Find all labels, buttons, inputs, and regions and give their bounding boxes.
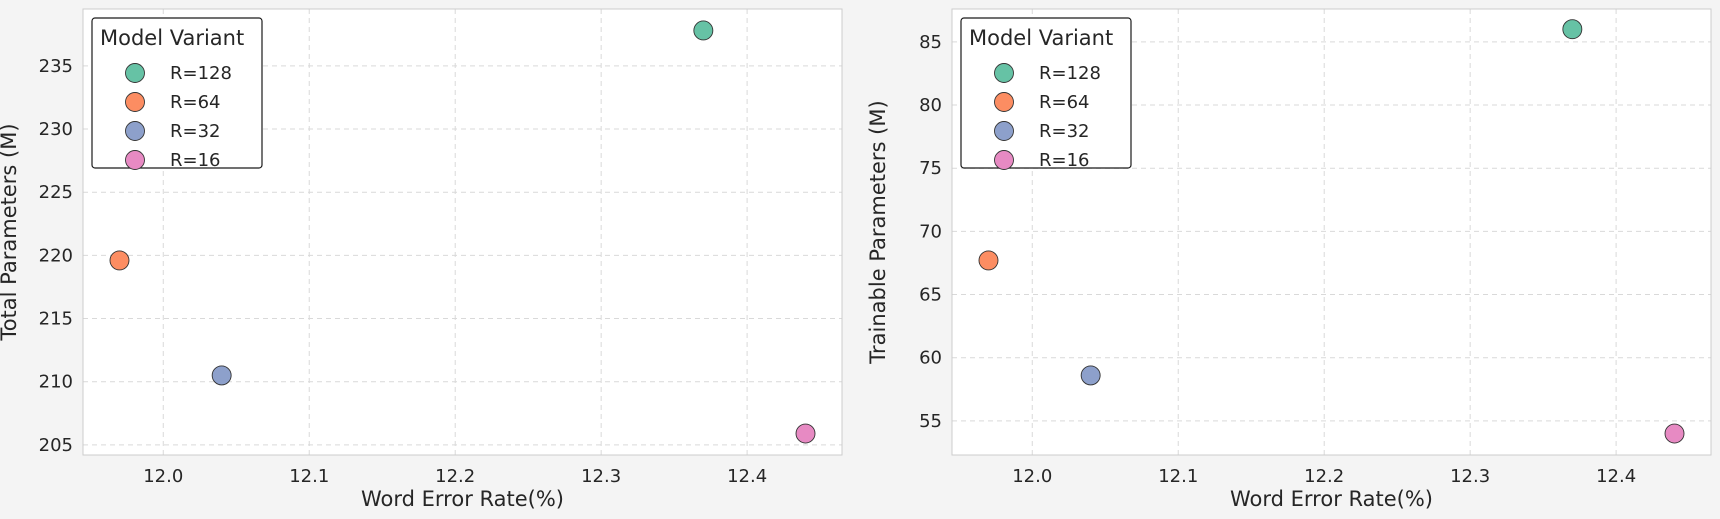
y-tick-label: 85	[919, 32, 942, 53]
data-point-r32	[1080, 365, 1101, 386]
legend-label: R=64	[1039, 92, 1090, 113]
x-tick-label: 12.4	[727, 466, 767, 487]
y-tick-label: 75	[919, 158, 942, 179]
y-tick-label: 220	[39, 245, 73, 266]
chart-panel-1: 12.0 12.1 12.2 12.3 12.4 205 210 215 220 225 230 23…	[0, 8, 843, 511]
y-axis-label: Total Parameters (M)	[0, 123, 21, 341]
legend-title: Model Variant	[969, 26, 1113, 50]
legend-marker	[125, 63, 145, 83]
legend-label: R=32	[170, 121, 221, 142]
legend: Model Variant R=128 R=64 R=32 R=16	[91, 17, 263, 171]
x-tick-label: 12.1	[289, 466, 329, 487]
chart-panel-2: 12.0 12.1 12.2 12.3 12.4 55 60 65 70 75 80 85 Word E…	[866, 8, 1712, 511]
data-point-r128	[693, 20, 714, 41]
x-axis-label: Word Error Rate(%)	[1230, 487, 1433, 511]
legend-title: Model Variant	[100, 26, 244, 50]
y-tick-label: 80	[919, 95, 942, 116]
y-tick-label: 55	[919, 411, 942, 432]
legend-marker	[125, 92, 145, 112]
x-tick-label: 12.2	[1304, 466, 1344, 487]
y-axis-label: Trainable Parameters (M)	[866, 100, 890, 364]
legend-marker	[994, 92, 1014, 112]
data-point-r128	[1562, 19, 1583, 40]
y-tick-label: 230	[39, 119, 73, 140]
y-tick-label: 65	[919, 285, 942, 306]
legend-label: R=32	[1039, 121, 1090, 142]
legend: Model Variant R=128 R=64 R=32 R=16	[960, 17, 1132, 171]
legend-marker	[994, 63, 1014, 83]
x-tick-label: 12.1	[1158, 466, 1198, 487]
y-tick-label: 60	[919, 348, 942, 369]
y-tick-label: 205	[39, 435, 73, 456]
legend-label: R=16	[1039, 150, 1090, 171]
y-tick-label: 70	[919, 221, 942, 242]
y-tick-label: 225	[39, 182, 73, 203]
y-tick-label: 210	[39, 372, 73, 393]
legend-label: R=128	[1039, 63, 1101, 84]
legend-marker	[125, 121, 145, 141]
x-tick-label: 12.4	[1596, 466, 1636, 487]
y-tick-label: 235	[39, 56, 73, 77]
plot-frame	[951, 8, 1712, 456]
data-point-r16	[1664, 423, 1685, 444]
data-point-r64	[978, 250, 999, 271]
data-point-r32	[211, 365, 232, 386]
x-tick-label: 12.3	[1450, 466, 1490, 487]
y-tick-label: 215	[39, 309, 73, 330]
x-tick-label: 12.2	[435, 466, 475, 487]
data-point-r64	[109, 250, 130, 271]
legend-marker	[994, 121, 1014, 141]
x-tick-label: 12.3	[581, 466, 621, 487]
x-axis-label: Word Error Rate(%)	[361, 487, 564, 511]
legend-label: R=64	[170, 92, 221, 113]
legend-label: R=16	[170, 150, 221, 171]
legend-label: R=128	[170, 63, 232, 84]
plot-frame	[82, 8, 843, 456]
x-tick-label: 12.0	[143, 466, 183, 487]
data-point-r16	[795, 423, 816, 444]
legend-marker	[125, 150, 145, 170]
legend-marker	[994, 150, 1014, 170]
x-tick-label: 12.0	[1012, 466, 1052, 487]
